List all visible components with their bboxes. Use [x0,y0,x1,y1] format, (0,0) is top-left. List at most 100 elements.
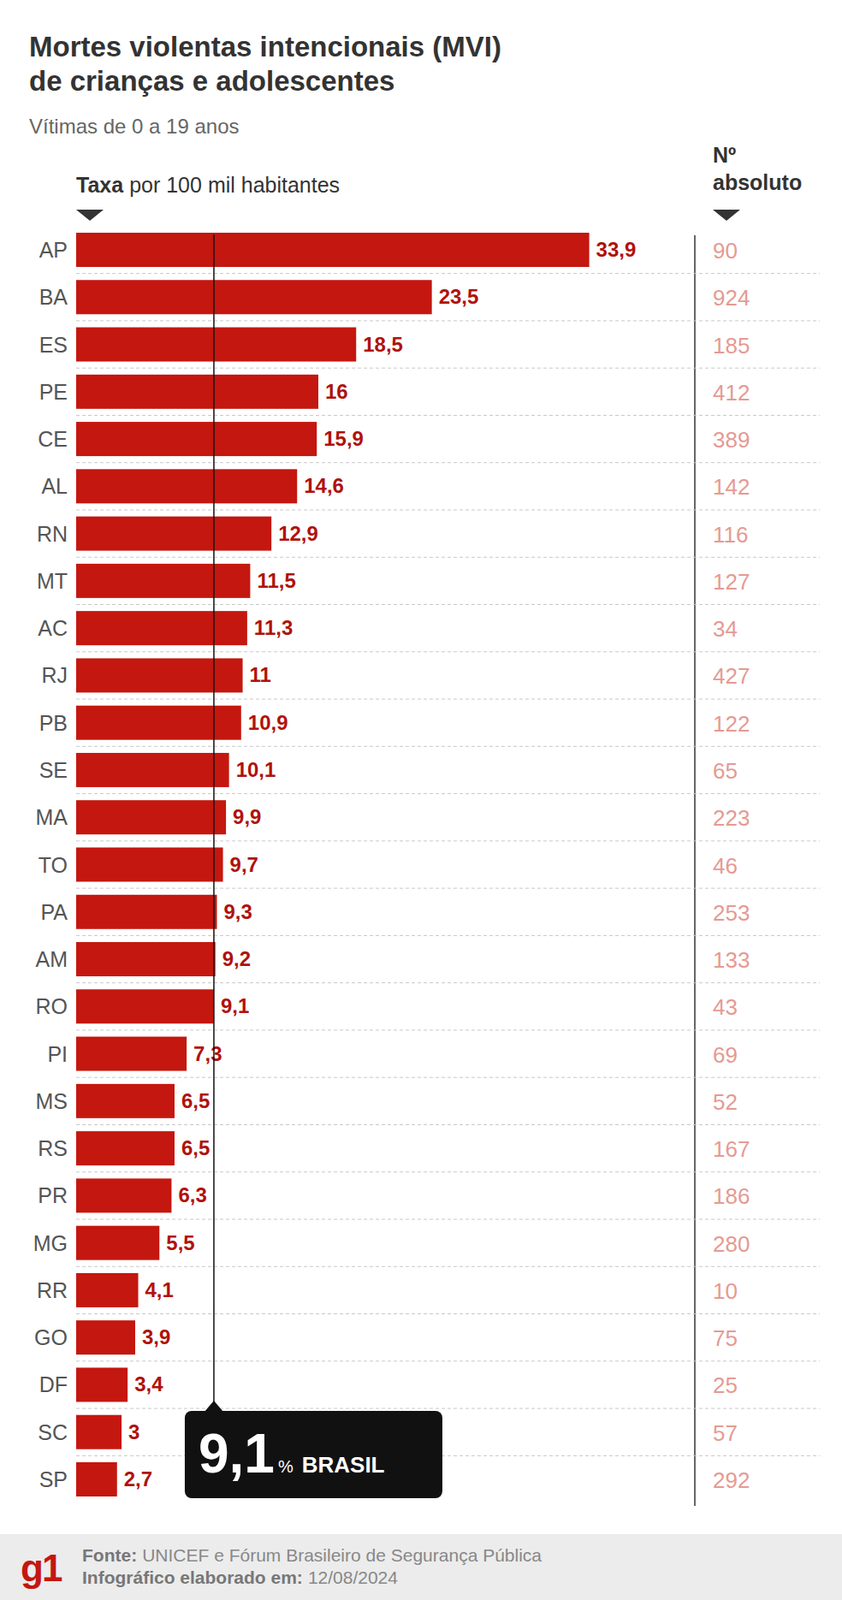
absolute-value: 427 [712,663,750,689]
bar [76,800,226,835]
reference-unit: % [278,1457,294,1477]
row-divider [76,1266,820,1268]
row-divider [76,462,820,463]
absolute-value: 412 [712,379,750,406]
absolute-value: 25 [712,1372,738,1399]
bar [76,327,356,362]
bar [76,1273,139,1308]
subtitle: Vítimas de 0 a 19 anos [29,114,239,138]
row-divider [76,604,820,605]
absolute-value: 10 [712,1278,738,1305]
absolute-value: 75 [712,1325,738,1352]
bar [76,753,230,788]
absolute-value: 142 [712,474,750,500]
bar [76,563,250,599]
absolute-value: 116 [712,521,748,548]
absolute-value: 167 [712,1136,750,1163]
title: de crianças e adolescentes [29,65,395,97]
category-label: DF [39,1372,68,1397]
data-label: 2,7 [124,1467,153,1491]
data-label: 11 [249,663,272,687]
bar [76,374,319,410]
bar [76,705,242,741]
bar [76,232,590,267]
data-label: 16 [325,379,349,404]
absolute-value: 69 [712,1042,738,1068]
data-label: 6,5 [181,1089,210,1113]
header-arrow [76,209,104,221]
absolute-value: 122 [712,711,750,737]
row-divider [76,415,820,416]
category-label: ES [39,332,68,357]
category-label: TO [38,853,68,878]
row-divider [76,557,820,558]
bar [76,516,272,552]
absolute-header: absoluto [712,170,802,195]
bar [76,942,216,977]
absolute-value: 90 [712,237,738,264]
category-label: CE [37,426,68,451]
bar [76,1415,122,1450]
row-divider [76,1360,820,1362]
data-label: 3,9 [142,1325,171,1349]
row-divider [76,746,820,748]
x-label: Taxapor 100 mil habitantes [76,172,340,197]
bar [76,658,244,693]
category-label: MS [35,1089,69,1114]
background [0,0,842,1600]
source-label: Fonte: [82,1545,137,1566]
absolute-value: 65 [712,758,738,784]
data-label: 10,9 [248,711,289,735]
category-label: PR [37,1183,68,1208]
absolute-value: 43 [712,994,738,1020]
row-divider [76,1029,820,1031]
separator [693,235,696,1507]
chart: Mortes violentas intencionais (MVI)de cr… [0,0,842,1600]
date-label: Infográfico elaborado em: [82,1567,303,1588]
row-divider [76,1219,820,1221]
category-label: GO [34,1325,68,1350]
row-divider [76,1171,820,1173]
category-label: AM [35,947,69,972]
footer [0,1534,842,1600]
absolute-header: Nº [712,142,736,167]
category-label: BA [39,284,69,309]
reference-label: 9,1%BRASIL [198,1423,386,1485]
data-label: 3,4 [134,1372,164,1396]
date-text: 12/08/2024 [308,1567,398,1588]
bar [76,847,224,883]
title: Mortes violentas intencionais (MVI) [29,30,502,63]
absolute-value: 924 [712,284,750,311]
category-label: AL [41,474,68,499]
data-label: 33,9 [596,237,637,261]
data-label: 9,2 [222,947,251,971]
row-divider [76,699,820,700]
data-label: 12,9 [278,521,319,546]
reference-name: BRASIL [302,1452,386,1478]
bar [76,610,248,646]
category-label: MT [36,569,68,593]
data-label: 9,9 [232,805,261,829]
date: Infográfico elaborado em:12/08/2024 [82,1567,398,1588]
reference-pointer [204,1400,224,1412]
data-label: 11,3 [254,616,293,640]
bar [76,1462,118,1497]
row-divider [76,651,820,653]
row-divider [76,888,820,890]
bar [76,895,217,930]
data-label: 4,1 [145,1278,174,1302]
bar [76,1367,128,1402]
absolute-value: 127 [712,569,750,595]
data-label: 3 [128,1420,140,1444]
data-label: 9,7 [230,853,259,877]
bar [76,279,433,315]
x-label-bold: Taxa [76,172,125,197]
absolute-value: 185 [712,332,750,359]
bar [76,1320,136,1355]
bar [76,1037,187,1072]
category-label: SE [39,758,68,783]
bar [76,1084,175,1119]
category-label: SP [39,1467,68,1492]
bar [76,421,317,457]
absolute-value: 57 [712,1420,738,1447]
